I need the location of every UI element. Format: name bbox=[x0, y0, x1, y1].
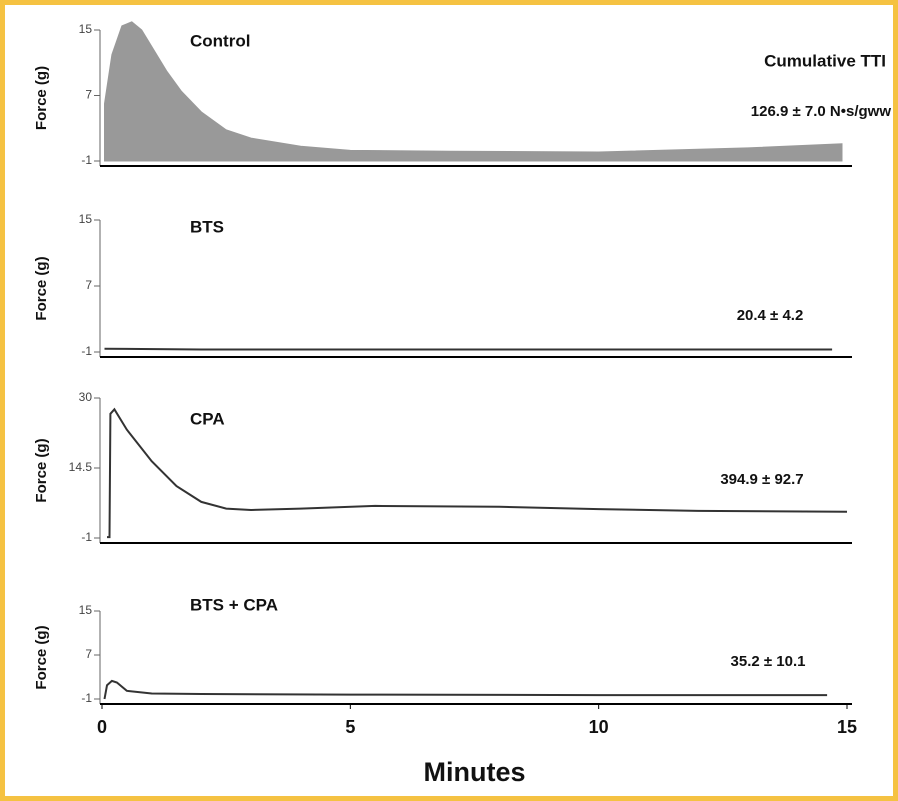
annotation-heading: Cumulative TTI bbox=[764, 51, 886, 70]
area bbox=[104, 21, 843, 162]
y-tick-label: 7 bbox=[85, 88, 92, 102]
line bbox=[104, 347, 833, 351]
y-tick-label: 15 bbox=[79, 603, 93, 617]
panel-title: BTS bbox=[190, 217, 224, 236]
y-axis-label: Force (g) bbox=[33, 256, 50, 320]
line bbox=[103, 679, 828, 700]
y-tick-label: -1 bbox=[81, 153, 92, 167]
x-tick-label: 15 bbox=[837, 717, 857, 737]
y-tick-label: -1 bbox=[81, 691, 92, 705]
y-axis-label: Force (g) bbox=[33, 66, 50, 130]
panel-title: Control bbox=[190, 31, 250, 50]
annotation: 20.4 ± 4.2 bbox=[737, 307, 804, 324]
line bbox=[107, 407, 848, 539]
annotation: 126.9 ± 7.0 N•s/gww bbox=[751, 103, 892, 120]
y-axis-label: Force (g) bbox=[33, 438, 50, 502]
x-tick-label: 10 bbox=[589, 717, 609, 737]
x-axis-label: Minutes bbox=[423, 757, 525, 787]
annotation: 394.9 ± 92.7 bbox=[720, 471, 803, 488]
y-tick-label: 15 bbox=[79, 22, 93, 36]
y-tick-label: 15 bbox=[79, 212, 93, 226]
y-tick-label: -1 bbox=[81, 344, 92, 358]
x-tick-label: 0 bbox=[97, 717, 107, 737]
y-tick-label: 14.5 bbox=[69, 460, 93, 474]
y-axis-label: Force (g) bbox=[33, 625, 50, 689]
y-tick-label: 7 bbox=[85, 647, 92, 661]
annotation: 35.2 ± 10.1 bbox=[731, 653, 806, 670]
y-tick-label: -1 bbox=[81, 530, 92, 544]
panel-title: CPA bbox=[190, 409, 225, 428]
panel-title: BTS + CPA bbox=[190, 595, 278, 614]
chart: -1 7 15 Force (g) Control Cumulative TTI 126.9… bbox=[33, 21, 892, 787]
x-tick-label: 5 bbox=[345, 717, 355, 737]
y-tick-label: 7 bbox=[85, 278, 92, 292]
y-tick-label: 30 bbox=[79, 390, 93, 404]
